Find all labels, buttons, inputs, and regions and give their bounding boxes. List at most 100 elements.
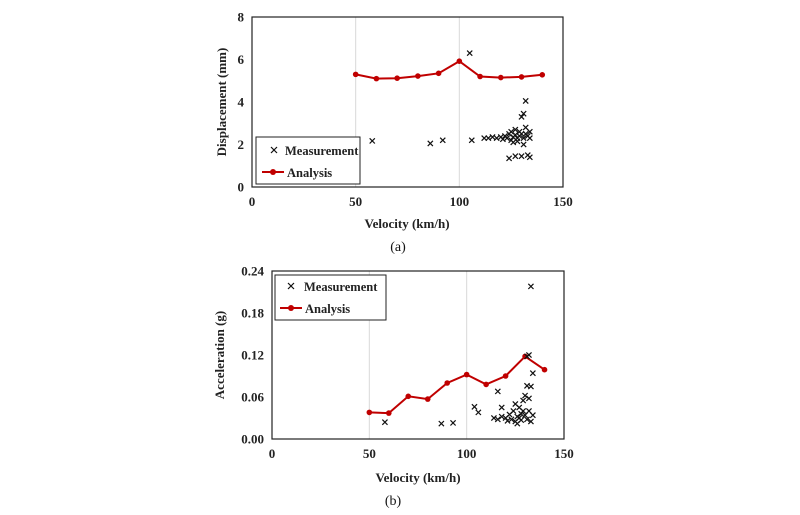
measurement-stroke bbox=[525, 395, 532, 402]
analysis-point bbox=[498, 74, 504, 81]
measurement-stroke bbox=[518, 113, 525, 120]
measurement-stroke bbox=[493, 135, 500, 142]
analysis-point bbox=[502, 373, 509, 379]
measurement-point bbox=[506, 155, 513, 162]
x-tick-label: 100 bbox=[450, 194, 470, 209]
y-tick-label: 0.18 bbox=[241, 306, 264, 321]
legend-measurement-label: Measurement bbox=[285, 144, 359, 158]
measurement-point bbox=[471, 403, 478, 410]
analysis-point bbox=[424, 396, 431, 402]
measurement-stroke bbox=[494, 416, 501, 423]
measurement-point bbox=[499, 136, 506, 143]
measurement-point bbox=[512, 153, 519, 160]
measurement-stroke bbox=[520, 110, 527, 117]
measurement-point bbox=[438, 420, 445, 427]
measurement-point bbox=[525, 351, 532, 359]
measurement-stroke bbox=[508, 416, 515, 423]
measurement-point bbox=[466, 50, 473, 57]
measurement-point bbox=[468, 137, 475, 144]
measurement-stroke bbox=[466, 50, 473, 57]
y-tick-label: 0.12 bbox=[241, 348, 264, 363]
measurement-stroke bbox=[526, 135, 533, 142]
measurement-stroke bbox=[523, 416, 531, 423]
measurement-stroke bbox=[503, 135, 511, 142]
x-axis-title: Velocity (km/h) bbox=[364, 216, 449, 231]
measurement-stroke bbox=[520, 407, 527, 415]
measurement-point bbox=[523, 416, 531, 423]
measurement-stroke bbox=[512, 400, 519, 408]
measurement-stroke bbox=[489, 134, 496, 141]
legend-box bbox=[255, 136, 361, 185]
measurement-stroke bbox=[522, 392, 529, 399]
measurement-stroke bbox=[439, 137, 446, 144]
analysis-point bbox=[435, 70, 442, 77]
measurement-stroke bbox=[512, 153, 519, 160]
panel-b-acceleration-chart: 0.00 0.06 0.12 0.18 0.24 0 50 100 150 Accelerat… bbox=[212, 264, 574, 510]
x-tick-label: 0 bbox=[249, 194, 256, 209]
legend-analysis-marker bbox=[270, 169, 276, 175]
measurement-stroke bbox=[471, 403, 478, 410]
measurement-stroke bbox=[490, 414, 497, 422]
legend: Measurement Analysis bbox=[274, 274, 387, 321]
measurement-point bbox=[514, 420, 521, 427]
measurement-stroke bbox=[427, 140, 434, 147]
x-axis-title: Velocity (km/h) bbox=[375, 470, 460, 485]
measurement-point bbox=[520, 397, 527, 404]
measurement-stroke bbox=[512, 126, 519, 133]
measurement-point bbox=[514, 138, 521, 145]
analysis-point bbox=[456, 58, 463, 64]
measurement-stroke bbox=[525, 407, 532, 415]
measurement-stroke bbox=[504, 417, 511, 424]
measurement-stroke bbox=[526, 154, 533, 161]
measurement-stroke bbox=[518, 410, 525, 417]
analysis-point bbox=[541, 366, 548, 373]
measurement-point bbox=[504, 417, 511, 424]
measurement-point bbox=[485, 135, 492, 142]
analysis-point bbox=[444, 380, 451, 386]
legend-box bbox=[274, 274, 387, 321]
measurement-point bbox=[525, 395, 532, 402]
measurement-point bbox=[439, 137, 446, 144]
analysis-point bbox=[405, 393, 412, 400]
measurement-point bbox=[526, 128, 533, 135]
measurement-point bbox=[520, 141, 527, 148]
analysis-series-line bbox=[355, 60, 543, 80]
measurement-point bbox=[527, 383, 534, 390]
measurement-stroke bbox=[527, 283, 534, 290]
measurement-point bbox=[494, 388, 501, 395]
legend-analysis-label: Analysis bbox=[287, 166, 332, 180]
measurement-stroke bbox=[494, 388, 501, 395]
measurement-stroke bbox=[508, 128, 515, 135]
y-axis-title: Acceleration (g) bbox=[212, 311, 227, 399]
legend-measurement-marker bbox=[287, 282, 295, 290]
measurement-stroke bbox=[527, 383, 534, 390]
measurement-stroke bbox=[512, 131, 519, 138]
measurement-stroke bbox=[475, 409, 482, 416]
measurement-stroke bbox=[369, 137, 376, 144]
measurement-point bbox=[450, 419, 457, 426]
measurement-stroke bbox=[525, 351, 532, 359]
legend-analysis-label: Analysis bbox=[305, 302, 350, 316]
measurement-stroke bbox=[529, 370, 536, 377]
measurement-point bbox=[475, 409, 482, 416]
y-tick-label: 4 bbox=[238, 95, 245, 110]
y-axis-title: Displacement (mm) bbox=[214, 48, 229, 157]
analysis-point bbox=[394, 75, 400, 81]
measurement-stroke bbox=[485, 135, 492, 142]
analysis-point bbox=[518, 74, 525, 80]
measurement-point bbox=[526, 135, 533, 142]
y-tick-label: 0 bbox=[238, 180, 245, 195]
measurement-stroke bbox=[498, 404, 505, 411]
measurement-stroke bbox=[468, 137, 475, 144]
analysis-point bbox=[415, 73, 421, 79]
measurement-point bbox=[508, 128, 515, 135]
y-tick-label: 6 bbox=[238, 52, 245, 67]
y-tick-label: 0.24 bbox=[241, 264, 264, 279]
measurement-stroke bbox=[520, 397, 527, 404]
analysis-point bbox=[463, 371, 470, 378]
x-tick-label: 150 bbox=[553, 194, 573, 209]
panel-a-displacement-chart: 0 2 4 6 8 0 50 100 150 Displacement (mm) Veloci… bbox=[214, 10, 573, 256]
measurement-point bbox=[520, 135, 527, 142]
analysis-point bbox=[373, 75, 380, 82]
